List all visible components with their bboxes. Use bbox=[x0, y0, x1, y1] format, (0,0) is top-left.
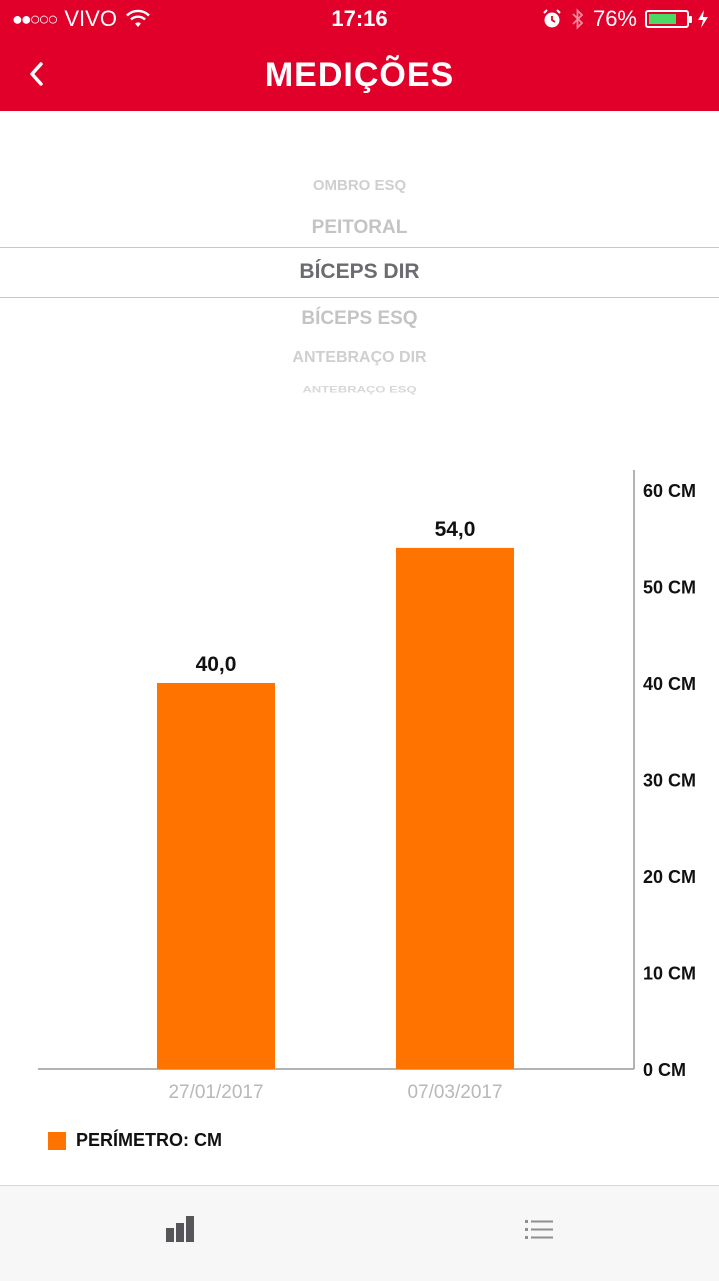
status-bar: ●●○○○ VIVO 17:16 76% bbox=[0, 0, 719, 40]
chart-legend: PERÍMETRO: CM bbox=[48, 1130, 222, 1151]
charging-bolt-icon bbox=[698, 10, 708, 28]
y-tick-label: 0 CM bbox=[643, 1060, 686, 1080]
status-right: 76% bbox=[541, 6, 709, 32]
x-tick-label: 07/03/2017 bbox=[407, 1082, 502, 1103]
carrier-label: VIVO bbox=[64, 6, 117, 31]
page-title: MEDIÇÕES bbox=[264, 56, 455, 94]
picker-item[interactable]: ANTEBRAÇO DIR bbox=[292, 349, 427, 366]
wifi-icon bbox=[126, 9, 150, 27]
nav-bar: MEDIÇÕES bbox=[0, 40, 719, 111]
bar-chart: 0 CM 10 CM 20 CM 30 CM 40 CM 50 CM 60 CM 40,0 27… bbox=[38, 470, 696, 1103]
tab-bar bbox=[0, 1185, 719, 1281]
bar bbox=[396, 547, 514, 1069]
y-tick-label: 30 CM bbox=[643, 771, 696, 791]
measurement-picker[interactable]: OMBRO ESQ PEITORAL BÍCEPS DIR BÍCEPS ESQ… bbox=[0, 160, 719, 410]
picker-item[interactable]: OMBRO ESQ bbox=[312, 177, 407, 194]
bar-value-label: 40,0 bbox=[196, 653, 237, 676]
battery-icon bbox=[645, 10, 692, 28]
y-tick-label: 40 CM bbox=[643, 674, 696, 694]
bar-chart-icon[interactable] bbox=[160, 1210, 200, 1250]
legend-label: PERÍMETRO: CM bbox=[76, 1130, 222, 1150]
status-left: ●●○○○ VIVO bbox=[12, 6, 151, 32]
bar bbox=[157, 683, 275, 1069]
list-icon[interactable] bbox=[519, 1210, 559, 1250]
y-tick-label: 20 CM bbox=[643, 867, 696, 887]
picker-item[interactable]: BÍCEPS ESQ bbox=[301, 308, 418, 329]
back-chevron-icon[interactable] bbox=[22, 54, 52, 94]
picker-item[interactable]: ANTEBRAÇO ESQ bbox=[302, 384, 417, 395]
bluetooth-icon bbox=[572, 8, 584, 30]
picker-item-selected[interactable]: BÍCEPS DIR bbox=[299, 260, 420, 283]
x-tick-label: 27/01/2017 bbox=[168, 1082, 263, 1103]
signal-dots-icon: ●●○○○ bbox=[12, 8, 58, 29]
legend-swatch bbox=[48, 1131, 66, 1150]
bar-value-label: 54,0 bbox=[435, 518, 476, 541]
picker-divider bbox=[0, 247, 719, 248]
status-time: 17:16 bbox=[331, 6, 388, 31]
picker-item[interactable]: PEITORAL bbox=[311, 217, 408, 238]
battery-percent: 76% bbox=[592, 6, 637, 31]
y-tick-label: 50 CM bbox=[643, 578, 696, 598]
y-tick-label: 10 CM bbox=[643, 964, 696, 984]
alarm-icon bbox=[543, 9, 561, 28]
picker-divider bbox=[0, 297, 719, 298]
y-tick-label: 60 CM bbox=[643, 481, 696, 501]
